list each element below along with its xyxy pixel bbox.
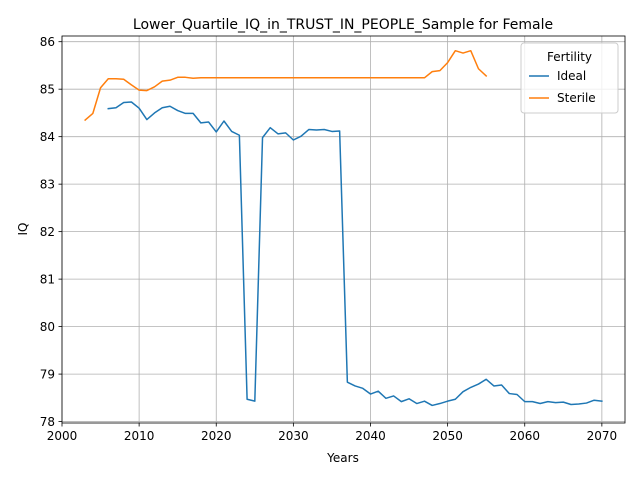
legend-label-ideal: Ideal — [557, 69, 586, 83]
y-tick-label: 78 — [40, 415, 55, 429]
legend-label-sterile: Sterile — [557, 91, 596, 105]
y-tick-label: 85 — [40, 83, 55, 97]
x-tick-label: 2000 — [47, 429, 78, 443]
x-tick-label: 2010 — [124, 429, 155, 443]
x-tick-label: 2030 — [278, 429, 309, 443]
x-axis-ticks: 2000 2010 2020 2030 2040 2050 2060 2070 — [47, 423, 617, 443]
y-tick-label: 79 — [40, 368, 55, 382]
y-axis-ticks: 78 79 80 81 82 83 84 85 86 — [40, 35, 62, 429]
y-tick-label: 86 — [40, 35, 55, 49]
chart-title: Lower_Quartile_IQ_in_TRUST_IN_PEOPLE_Sam… — [133, 17, 553, 33]
y-tick-label: 81 — [40, 273, 55, 287]
y-tick-label: 84 — [40, 130, 55, 144]
legend: Fertility Ideal Sterile — [520, 42, 619, 114]
y-tick-label: 82 — [40, 225, 55, 239]
x-tick-label: 2050 — [432, 429, 463, 443]
series-group — [84, 49, 603, 407]
x-tick-label: 2020 — [201, 429, 232, 443]
y-tick-label: 80 — [40, 320, 55, 334]
series-line-ideal — [107, 101, 603, 407]
x-tick-label: 2040 — [355, 429, 386, 443]
legend-title: Fertility — [547, 50, 592, 64]
x-axis-label: Years — [326, 451, 359, 465]
y-tick-label: 83 — [40, 178, 55, 192]
x-tick-label: 2060 — [509, 429, 540, 443]
x-tick-label: 2070 — [587, 429, 618, 443]
series-line-sterile — [84, 49, 488, 122]
legend-box — [520, 42, 619, 114]
plot-frame — [61, 35, 626, 424]
y-axis-label: IQ — [16, 223, 30, 236]
